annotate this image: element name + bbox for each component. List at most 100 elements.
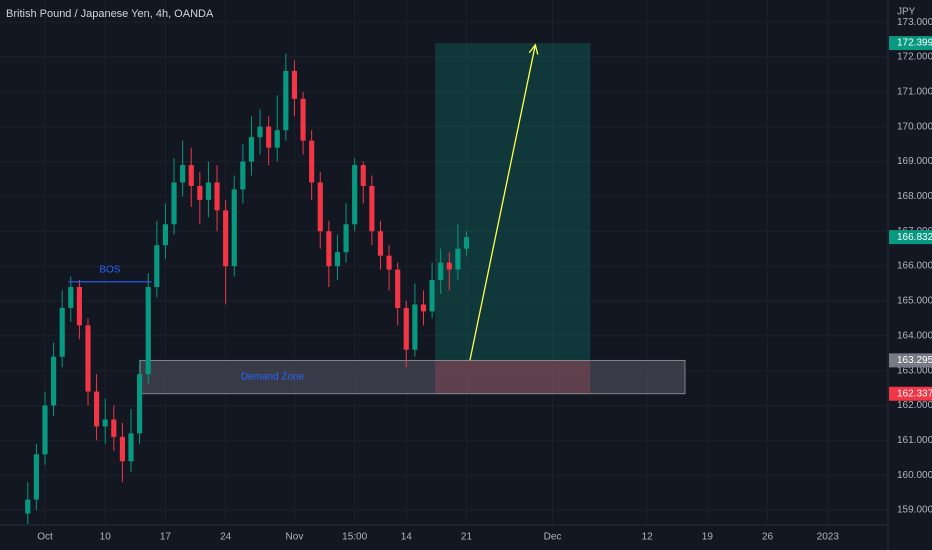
price-label: 163.295 xyxy=(897,355,932,366)
price-label-box xyxy=(889,36,932,51)
candle-body xyxy=(188,165,194,186)
candle-body xyxy=(446,262,452,270)
y-tick-label: 168.000 xyxy=(897,191,932,202)
candle-body xyxy=(42,405,48,455)
overlay: Demand Zone BOS xyxy=(68,43,539,383)
y-tick-label: 173.000 xyxy=(897,17,932,28)
arrow-head xyxy=(528,43,539,55)
candle-body xyxy=(334,252,341,267)
x-tick-label: 15:00 xyxy=(342,532,367,543)
candle-body xyxy=(420,304,427,312)
candle-body xyxy=(291,70,298,99)
candle-body xyxy=(214,182,220,211)
candle-body xyxy=(223,210,229,267)
x-tick-label: 14 xyxy=(401,532,413,543)
candle-body xyxy=(25,499,31,514)
candle-body xyxy=(171,182,177,225)
candle-body xyxy=(102,419,108,427)
candle-body xyxy=(68,287,74,308)
candle-body xyxy=(111,419,117,437)
candle-body xyxy=(257,126,263,138)
candle-body xyxy=(403,307,409,350)
price-label: 172.399 xyxy=(897,38,932,49)
x-tick-label: 2023 xyxy=(817,532,840,543)
y-tick-label: 171.000 xyxy=(897,87,932,98)
candle-body xyxy=(197,185,203,200)
y-tick-label: 159.000 xyxy=(897,505,932,516)
candle-body xyxy=(119,436,125,462)
y-tick-label: 172.000 xyxy=(897,52,932,63)
candle-body xyxy=(240,161,246,190)
candle-body xyxy=(154,245,160,288)
price-label-box xyxy=(889,230,932,245)
candle-body xyxy=(412,304,418,350)
candle-body xyxy=(463,237,470,249)
position-target-zone xyxy=(435,43,591,361)
grid xyxy=(0,0,888,525)
candle-body xyxy=(145,287,151,375)
zones xyxy=(139,43,686,395)
candle-body xyxy=(231,189,237,267)
currency: JPY xyxy=(897,7,916,18)
candle-body xyxy=(317,182,323,232)
y-tick-label: 160.000 xyxy=(897,470,932,481)
y-tick-label: 163.000 xyxy=(897,365,932,376)
x-tick-label: 24 xyxy=(220,532,232,543)
candle-body xyxy=(283,70,289,131)
price-label-box xyxy=(889,353,932,368)
candle-body xyxy=(248,137,255,162)
candle-body xyxy=(59,307,65,357)
price-label: 166.832 xyxy=(897,232,932,243)
candle-body xyxy=(137,374,143,434)
y-tick-label: 162.000 xyxy=(897,400,932,411)
candle-body xyxy=(455,248,461,270)
y-tick-label: 164.000 xyxy=(897,330,932,341)
price-label-box xyxy=(889,386,932,401)
x-tick-label: 17 xyxy=(160,532,172,543)
candle-body xyxy=(266,126,272,148)
chart-title: British Pound / Japanese Yen, 4h, OANDA xyxy=(6,8,214,20)
candle-body xyxy=(33,454,39,500)
candle-body xyxy=(274,130,280,148)
candle-body xyxy=(429,280,435,312)
candle-body xyxy=(395,269,401,308)
bos-label: BOS xyxy=(99,264,120,275)
candle-body xyxy=(326,231,332,267)
candle-body xyxy=(309,140,315,183)
candle-body xyxy=(369,185,375,232)
y-tick-label: 161.000 xyxy=(897,435,932,446)
x-tick-label: 19 xyxy=(702,532,714,543)
x-tick-label: Dec xyxy=(544,532,562,543)
candle-body xyxy=(76,287,82,326)
y-tick-label: 170.000 xyxy=(897,121,932,132)
x-tick-label: 12 xyxy=(642,532,654,543)
candle-body xyxy=(85,325,91,392)
y-tick-label: 165.000 xyxy=(897,296,932,307)
candle-body xyxy=(360,165,366,186)
candle-body xyxy=(352,165,358,225)
candle-body xyxy=(128,433,134,462)
candle-body xyxy=(162,224,168,246)
x-tick-label: 21 xyxy=(461,532,473,543)
price-label: 162.337 xyxy=(897,388,932,399)
candle-body xyxy=(343,224,349,253)
candles xyxy=(25,53,470,524)
y-tick-label: 169.000 xyxy=(897,156,932,167)
x-tick-label: 10 xyxy=(100,532,112,543)
x-tick-label: 26 xyxy=(762,532,774,543)
arrow-line xyxy=(469,44,536,361)
candle-body xyxy=(51,356,57,406)
x-tick-label: Nov xyxy=(286,532,304,543)
demand-zone xyxy=(139,359,686,395)
candle-body xyxy=(438,262,444,281)
candle-body xyxy=(377,231,384,256)
candle-body xyxy=(180,165,186,183)
demand-zone-label: Demand Zone xyxy=(241,372,305,383)
x-tick-label: Oct xyxy=(37,532,53,543)
candle-body xyxy=(94,391,100,427)
candle-body xyxy=(205,182,212,200)
candle-body xyxy=(386,255,392,270)
y-tick-label: 166.000 xyxy=(897,261,932,272)
candle-body xyxy=(300,98,306,141)
